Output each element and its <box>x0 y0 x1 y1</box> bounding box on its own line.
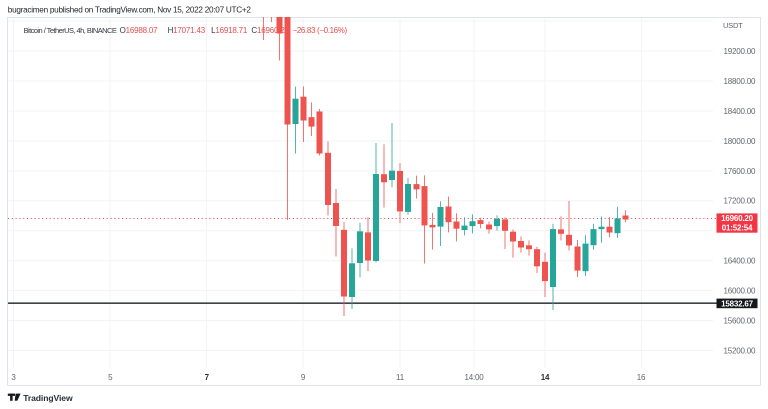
svg-text:16400.00: 16400.00 <box>724 257 757 266</box>
svg-text:18800.00: 18800.00 <box>724 77 757 86</box>
svg-text:H17071.43: H17071.43 <box>168 26 206 35</box>
svg-text:bugracimen published on Tradin: bugracimen published on TradingView.com,… <box>8 6 252 15</box>
svg-text:7: 7 <box>205 373 210 382</box>
svg-text:01:52:54: 01:52:54 <box>722 224 753 233</box>
svg-text:3: 3 <box>11 373 16 382</box>
svg-text:18000.00: 18000.00 <box>724 137 757 146</box>
svg-text:19200.00: 19200.00 <box>724 47 757 56</box>
svg-text:5: 5 <box>108 373 113 382</box>
svg-text:11: 11 <box>396 373 405 382</box>
svg-text:O16988.07: O16988.07 <box>120 26 159 35</box>
svg-text:18400.00: 18400.00 <box>724 107 757 116</box>
svg-text:17200.00: 17200.00 <box>724 197 757 206</box>
svg-text:17600.00: 17600.00 <box>724 167 757 176</box>
svg-text:15832.67: 15832.67 <box>721 299 754 308</box>
svg-text:L16918.71: L16918.71 <box>211 26 248 35</box>
svg-text:14: 14 <box>541 373 550 382</box>
svg-text:16960.20: 16960.20 <box>721 214 754 223</box>
svg-text:15200.00: 15200.00 <box>724 346 757 355</box>
svg-text:Bitcoin / TetherUS, 4h, BINANC: Bitcoin / TetherUS, 4h, BINANCE <box>24 26 117 35</box>
svg-text:−26.83 (−0.16%): −26.83 (−0.16%) <box>293 26 348 35</box>
svg-text:14:00: 14:00 <box>464 373 484 382</box>
svg-text:C16960.20: C16960.20 <box>251 26 289 35</box>
svg-text:TradingView: TradingView <box>23 393 73 403</box>
svg-text:15600.00: 15600.00 <box>724 316 757 325</box>
svg-text:USDT: USDT <box>723 21 743 30</box>
svg-text:16: 16 <box>637 373 646 382</box>
svg-text:16000.00: 16000.00 <box>724 286 757 295</box>
svg-text:9: 9 <box>301 373 306 382</box>
